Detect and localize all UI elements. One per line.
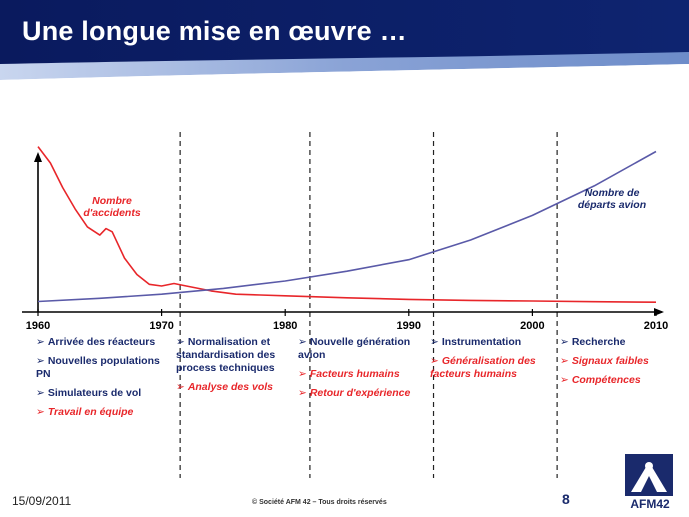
accidents-label: d'accidents: [83, 207, 141, 219]
header-band: [0, 0, 689, 82]
bullet-item: ➢ Signaux faibles: [560, 355, 670, 368]
y-axis-arrow: [34, 152, 42, 162]
bullet-item: ➢ Nouvelle génération avion: [298, 336, 420, 362]
bullet-text: Recherche: [571, 336, 626, 348]
logo-text: AFM42: [630, 497, 670, 511]
bullet-text: Arrivée des réacteurs: [47, 336, 156, 348]
arrow-bullet-icon: ➢: [176, 381, 185, 393]
bullet-item: ➢ Nouvelles populations PN: [36, 355, 164, 381]
arrow-bullet-icon: ➢: [560, 374, 569, 386]
page-number: 8: [562, 491, 570, 507]
arrow-bullet-icon: ➢: [36, 387, 45, 399]
x-tick-label-1970: 1970: [149, 320, 173, 332]
slide-title: Une longue mise en œuvre …: [22, 16, 407, 46]
arrow-bullet-icon: ➢: [560, 336, 569, 348]
arrow-bullet-icon: ➢: [298, 336, 307, 348]
bullet-text: Compétences: [571, 374, 641, 386]
arrow-bullet-icon: ➢: [176, 336, 185, 348]
bullet-item: ➢ Arrivée des réacteurs: [36, 336, 164, 349]
departures-label: Nombre de: [585, 187, 640, 199]
bullet-item: ➢ Simulateurs de vol: [36, 387, 164, 400]
bullet-text: Retour d'expérience: [309, 387, 411, 399]
arrow-bullet-icon: ➢: [560, 355, 569, 367]
bullet-text: Simulateurs de vol: [47, 387, 142, 399]
x-tick-label-1960: 1960: [26, 320, 50, 332]
x-tick-label-2010: 2010: [644, 320, 668, 332]
x-tick-label-1990: 1990: [397, 320, 421, 332]
arrow-bullet-icon: ➢: [298, 387, 307, 399]
bullet-item: ➢ Normalisation et standardisation des pr…: [176, 336, 292, 375]
bullet-item: ➢ Analyse des vols: [176, 381, 292, 394]
arrow-bullet-icon: ➢: [36, 355, 45, 367]
column-2000s: ➢ Recherche ➢ Signaux faibles ➢ Compétences: [560, 336, 670, 393]
bullet-text: Généralisation des facteurs humains: [430, 355, 536, 380]
arrow-bullet-icon: ➢: [430, 336, 439, 348]
bullet-text: Travail en équipe: [47, 406, 134, 418]
arrow-bullet-icon: ➢: [430, 355, 439, 367]
bullet-text: Signaux faibles: [571, 355, 649, 367]
accidents-label: Nombre: [92, 195, 132, 207]
footer-date: 15/09/2011: [12, 494, 72, 508]
departures-line: [37, 150, 657, 303]
accidents-line: [37, 146, 657, 303]
bullet-text: Nouvelles populations PN: [36, 355, 160, 380]
bullet-item: ➢ Retour d'expérience: [298, 387, 420, 400]
column-1970s: ➢ Normalisation et standardisation des pr…: [176, 336, 292, 400]
bullet-item: ➢ Facteurs humains: [298, 368, 420, 381]
arrow-bullet-icon: ➢: [298, 368, 307, 380]
footer-copyright: © Société AFM 42 – Tous droits réservés: [252, 499, 387, 506]
bullet-text: Nouvelle génération avion: [298, 336, 411, 361]
bullet-item: ➢ Travail en équipe: [36, 406, 164, 419]
column-1990s: ➢ Instrumentation ➢ Généralisation des fact…: [430, 336, 548, 387]
afm42-logo: [625, 454, 673, 496]
column-1980s: ➢ Nouvelle génération avion ➢ Facteurs huma…: [298, 336, 420, 406]
bullet-item: ➢ Instrumentation: [430, 336, 548, 349]
arrow-bullet-icon: ➢: [36, 336, 45, 348]
arrow-bullet-icon: ➢: [36, 406, 45, 418]
bullet-text: Facteurs humains: [309, 368, 400, 380]
bullet-item: ➢ Généralisation des facteurs humains: [430, 355, 548, 381]
bullet-item: ➢ Recherche: [560, 336, 670, 349]
bullet-text: Normalisation et standardisation des pro…: [176, 336, 276, 374]
x-tick-label-1980: 1980: [273, 320, 297, 332]
x-tick-label-2000: 2000: [520, 320, 544, 332]
column-1960s: ➢ Arrivée des réacteurs ➢ Nouvelles populat…: [36, 336, 164, 425]
bullet-text: Instrumentation: [441, 336, 522, 348]
bullet-item: ➢ Compétences: [560, 374, 670, 387]
departures-label: départs avion: [578, 199, 646, 211]
bullet-text: Analyse des vols: [187, 381, 274, 393]
